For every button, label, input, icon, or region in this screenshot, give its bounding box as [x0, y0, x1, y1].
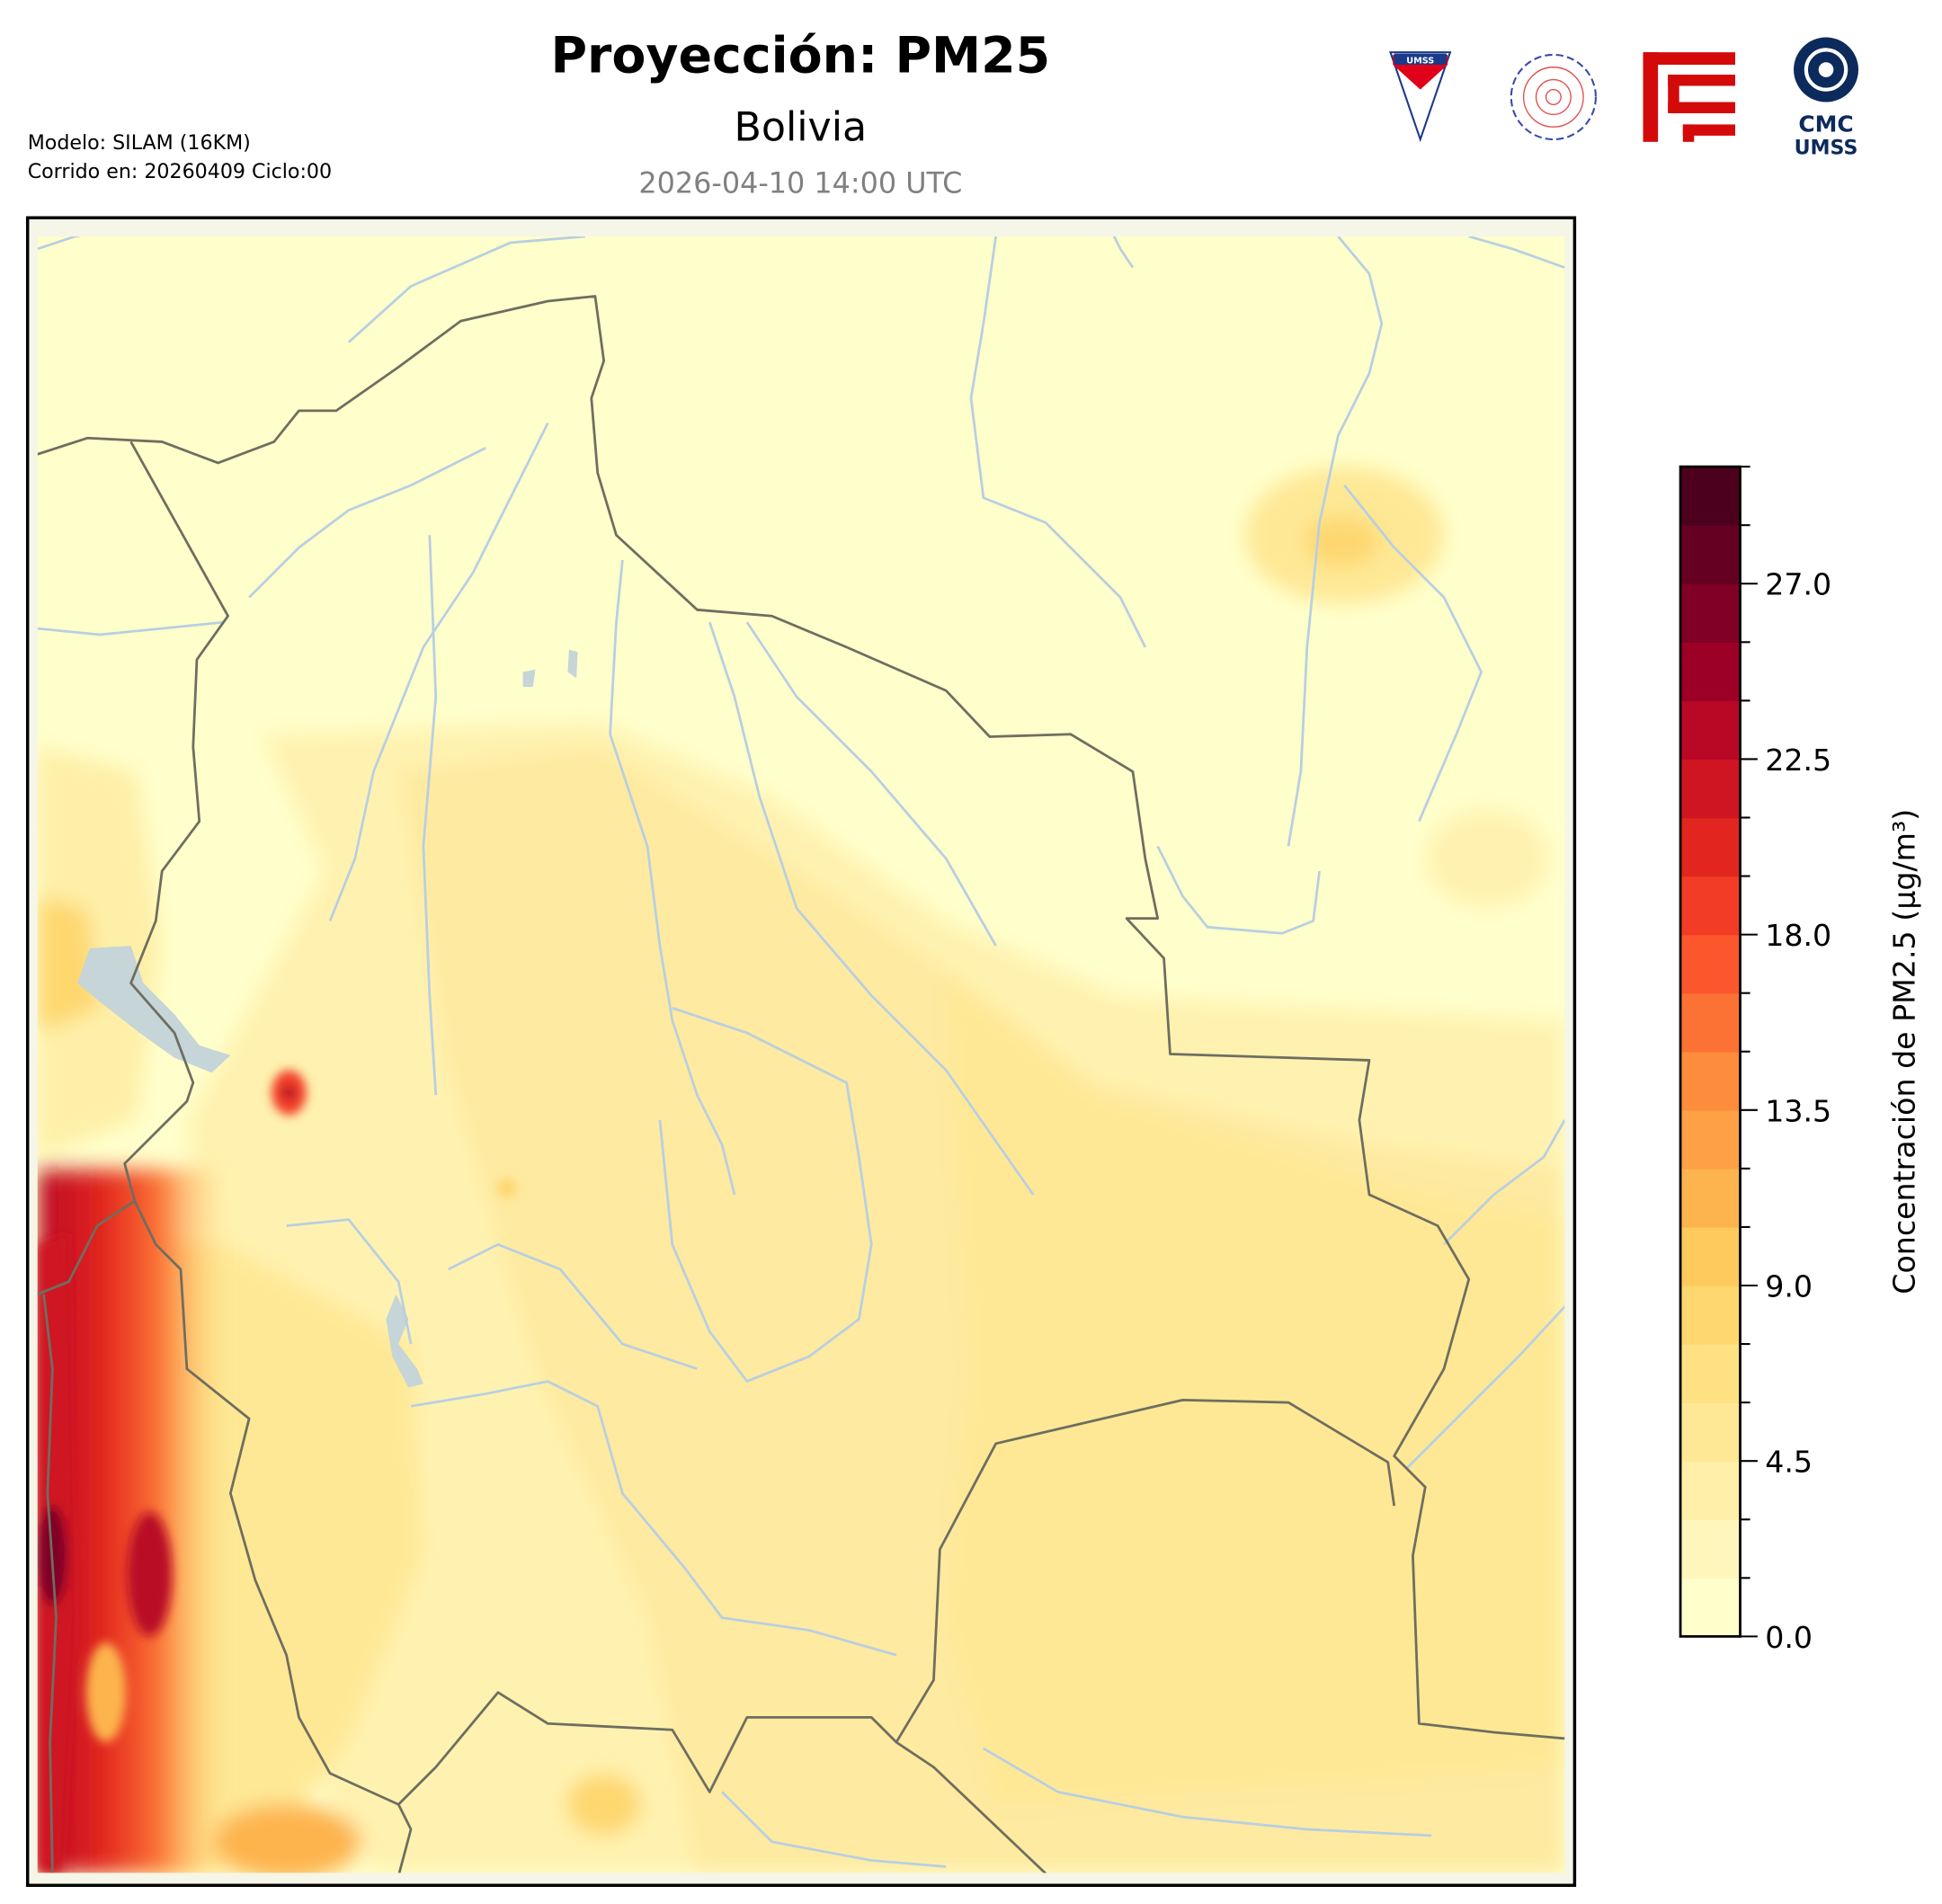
- colorbar-band: [1680, 876, 1741, 936]
- colorbar-band: [1680, 525, 1741, 584]
- colorbar-band: [1680, 759, 1741, 819]
- colorbar-band: [1680, 1109, 1741, 1170]
- colorbar-band: [1680, 583, 1741, 643]
- colorbar-band: [1680, 700, 1741, 761]
- colorbar-band: [1680, 1519, 1741, 1579]
- svg-text:UMSS: UMSS: [1795, 137, 1858, 160]
- colorbar-label: Concentración de PM2.5 (µg/m³): [1886, 809, 1921, 1295]
- svg-text:CMC: CMC: [1798, 111, 1853, 138]
- colorbar-tick-label: 0.0: [1765, 1620, 1813, 1655]
- cmc-umss-logo: CMC UMSS: [1794, 37, 1859, 160]
- rivers: [37, 236, 1565, 1868]
- colorbar-band: [1680, 992, 1741, 1053]
- figure-subtitle: Bolivia: [734, 104, 867, 150]
- svg-text:UMSS: UMSS: [1406, 57, 1434, 67]
- colorbar-tick-label: 27.0: [1765, 567, 1831, 602]
- colorbar-tick-label: 9.0: [1765, 1268, 1813, 1303]
- colorbar-band: [1680, 467, 1741, 526]
- colorbar-band: [1680, 1285, 1741, 1345]
- fcyt-logo: [1643, 52, 1735, 142]
- forecast-datetime: 2026-04-10 14:00 UTC: [638, 166, 962, 200]
- colorbar-band: [1680, 642, 1741, 702]
- run-info: Corrido en: 20260409 Ciclo:00: [28, 160, 332, 183]
- pm25-field-contours: [37, 467, 1565, 1873]
- colorbar-tick-label: 4.5: [1765, 1445, 1813, 1480]
- colorbar-tick-label: 18.0: [1765, 918, 1831, 953]
- colorbar-tick-label: 13.5: [1765, 1093, 1831, 1128]
- figure-title: Proyección: PM25: [550, 27, 1050, 85]
- colorbar-band: [1680, 934, 1741, 994]
- country-borders: [37, 295, 1565, 1873]
- map-panel: [25, 216, 1577, 1887]
- map-frame: [25, 216, 1577, 1887]
- lake-poopo: [386, 1294, 423, 1388]
- colorbar-band: [1680, 817, 1741, 877]
- colorbar-tick-label: 22.5: [1765, 743, 1831, 778]
- umss-logo: UMSS: [1389, 51, 1452, 143]
- fisica-department-logo: [1510, 53, 1597, 141]
- colorbar-band: [1680, 1402, 1741, 1462]
- colorbar-band: [1680, 1461, 1741, 1520]
- colorbar-band: [1680, 1578, 1741, 1638]
- colorbar-band: [1680, 1168, 1741, 1228]
- colorbar-band: [1680, 1051, 1741, 1111]
- model-info: Modelo: SILAM (16KM): [28, 131, 251, 155]
- colorbar-band: [1680, 1226, 1741, 1286]
- colorbar-band: [1680, 1344, 1741, 1403]
- colorbar: 0.0 4.5 9.0 13.5 18.0 22.5 27.0 Concentración …: [1679, 465, 1921, 1655]
